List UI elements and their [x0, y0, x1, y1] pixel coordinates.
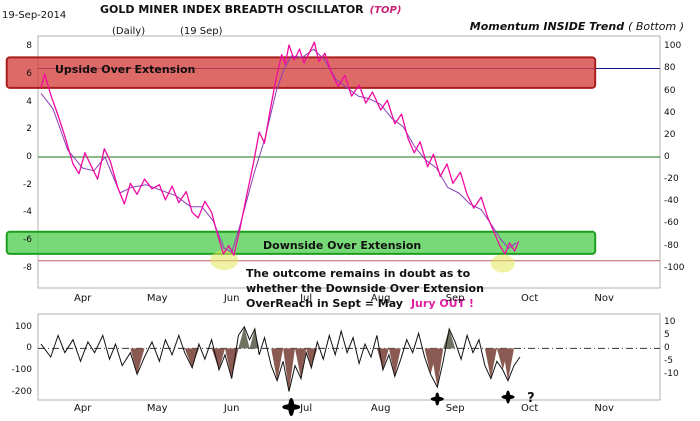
top-month-label-Oct: Oct	[520, 293, 539, 304]
bottom-right-tick-10: 10	[664, 317, 676, 328]
bottom-month-label-Jun: Jun	[223, 403, 240, 414]
chart-title: GOLD MINER INDEX BREADTH OSCILLATOR (TOP)	[100, 3, 401, 16]
momentum-fill	[271, 348, 284, 381]
series-momentum	[40, 325, 521, 392]
date-label: 19-Sep-2014	[2, 10, 67, 21]
top-month-label-Jul: Jul	[300, 293, 313, 304]
series-breadth-oscillator-fast	[40, 41, 520, 256]
momentum-fill	[184, 348, 199, 368]
note-line-1: The outcome remains in doubt as to	[246, 267, 471, 280]
top-right-tick-20: 20	[664, 129, 676, 140]
bottom-left-tick--100: -100	[11, 364, 32, 375]
bottom-month-label-May: May	[146, 403, 168, 414]
top-right-tick-100: 100	[664, 41, 682, 52]
top-right-tick-80: 80	[664, 63, 676, 74]
bottom-plot-frame	[37, 313, 661, 401]
momentum-fill	[484, 348, 497, 379]
top-left-tick-0: 0	[26, 152, 32, 162]
top-left-tick--6: -6	[23, 235, 32, 246]
momentum-fill	[238, 326, 250, 349]
upside-band-label: Upside Over Extension	[55, 63, 196, 76]
question-mark-label: ?	[527, 391, 535, 406]
bottom-chart-title-text: Momentum INSIDE Trend	[469, 20, 625, 33]
top-month-label-Nov: Nov	[594, 293, 614, 304]
momentum-fill	[283, 348, 295, 392]
club-marker-icon-1-h	[430, 396, 444, 402]
note-line-3-text: OverReach in Sept = May	[246, 297, 403, 310]
chart-title-suffix: (TOP)	[369, 5, 402, 16]
top-month-label-Aug: Aug	[370, 293, 391, 304]
top-month-label-May: May	[146, 293, 168, 304]
momentum-fill	[430, 348, 444, 388]
top-month-label-Jun: Jun	[223, 293, 240, 304]
downside-band-label: Downside Over Extension	[263, 239, 422, 252]
series-breadth-oscillator-slow	[40, 48, 517, 253]
band-downside	[5, 230, 597, 255]
highlight-circle-0	[210, 250, 239, 271]
bottom-month-label-Sep: Sep	[445, 403, 465, 414]
top-month-label-Sep: Sep	[445, 293, 465, 304]
top-left-tick-8: 8	[26, 41, 32, 52]
momentum-fill	[295, 348, 307, 379]
top-month-label-Apr: Apr	[74, 293, 92, 304]
top-plot-frame	[37, 35, 661, 289]
club-marker-icon-2-h	[501, 394, 515, 400]
bottom-right-tick-5: 5	[664, 330, 670, 341]
bottom-left-tick--200: -200	[11, 386, 32, 397]
momentum-fill	[130, 348, 145, 375]
jury-out-label: Jury OUT !	[410, 297, 474, 310]
bottom-month-label-Nov: Nov	[594, 403, 614, 414]
top-right-tick--100: -100	[664, 262, 685, 273]
top-right-tick--20: -20	[664, 174, 679, 185]
top-right-tick-60: 60	[664, 85, 676, 96]
asof-label: (19 Sep)	[180, 26, 223, 37]
top-right-tick--80: -80	[664, 240, 679, 251]
highlight-circle-1	[490, 254, 515, 273]
top-left-tick-4: 4	[26, 96, 32, 107]
momentum-fill	[502, 348, 514, 381]
top-left-tick-6: 6	[26, 68, 32, 79]
daily-label: (Daily)	[112, 26, 146, 37]
bottom-month-label-Oct: Oct	[520, 403, 539, 414]
chart-title-text: GOLD MINER INDEX BREADTH OSCILLATOR	[100, 3, 364, 16]
bottom-right-tick--5: -5	[664, 356, 673, 367]
bottom-chart-title: Momentum INSIDE Trend( Bottom )	[470, 20, 684, 33]
analyst-note: The outcome remains in doubt as to wheth…	[246, 266, 484, 311]
top-left-tick--4: -4	[23, 207, 32, 218]
top-right-tick-0: 0	[664, 152, 670, 162]
momentum-fill	[388, 348, 401, 377]
bottom-right-tick-0: 0	[664, 343, 670, 354]
bottom-month-label-Jul: Jul	[300, 403, 313, 414]
note-line-2: whether the Downside Over Extension	[246, 282, 484, 295]
bottom-month-label-Aug: Aug	[370, 403, 391, 414]
bottom-month-label-Apr: Apr	[74, 403, 92, 414]
top-right-tick--60: -60	[664, 218, 679, 229]
club-marker-icon-0-h	[282, 403, 301, 411]
bottom-left-tick-0: 0	[26, 343, 32, 354]
top-left-tick--8: -8	[23, 262, 32, 273]
top-left-tick-2: 2	[26, 124, 32, 135]
bottom-chart-title-suffix: ( Bottom )	[628, 20, 684, 33]
note-line-3: OverReach in Sept = May Jury OUT !	[246, 296, 484, 311]
top-left-tick--2: -2	[23, 179, 32, 190]
bottom-left-tick-100: 100	[14, 321, 32, 332]
bottom-right-tick--10: -10	[664, 369, 679, 380]
top-right-tick--40: -40	[664, 196, 679, 207]
top-right-tick-40: 40	[664, 107, 676, 118]
